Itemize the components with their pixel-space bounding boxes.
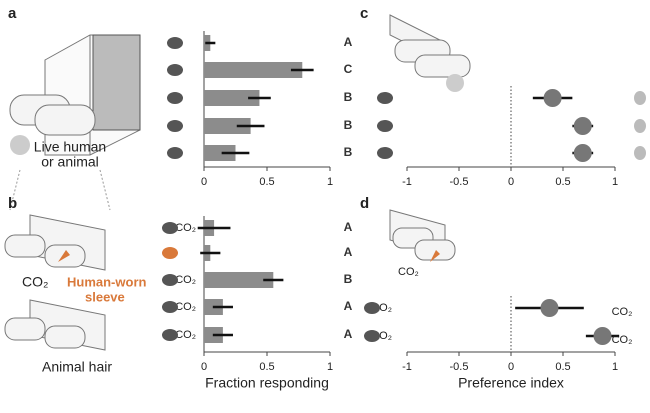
row-icon (167, 64, 183, 76)
category-label: CO₂ (175, 274, 196, 286)
illustration-b (4, 214, 106, 351)
row-icon (167, 147, 183, 159)
row-icon (162, 301, 178, 313)
significance-letter: A (344, 299, 353, 313)
row-icon (162, 247, 178, 259)
bar (204, 90, 260, 106)
connector (9, 169, 21, 211)
category-label: CO₂ (175, 301, 196, 313)
x-tick-label: -1 (402, 176, 412, 188)
row-icon (377, 92, 393, 104)
significance-letter: B (344, 272, 353, 286)
significance-letter: B (344, 145, 353, 159)
x-tick-label: 1 (612, 176, 618, 188)
x-tick-label: 0.5 (555, 176, 570, 188)
category-label: CO₂ (175, 222, 196, 234)
caption: Live human (34, 139, 106, 155)
illustration-c (389, 14, 471, 92)
bar (204, 62, 303, 78)
row-icon (162, 222, 178, 234)
significance-letter: C (344, 62, 353, 76)
co2-label: CO₂ (398, 266, 419, 278)
bar (204, 272, 274, 288)
row-icon (634, 146, 646, 160)
x-tick-label: 0.5 (259, 176, 274, 188)
x-tick-label: 0 (508, 361, 514, 373)
row-icon (364, 330, 380, 342)
dot (540, 299, 559, 317)
row-icon (167, 92, 183, 104)
bar (204, 145, 236, 161)
row-icon (377, 120, 393, 132)
panel-label: b (8, 195, 17, 212)
x-axis-title: Fraction responding (205, 375, 329, 391)
row-icon (634, 119, 646, 133)
x-tick-label: -0.5 (450, 361, 469, 373)
significance-letter: A (344, 245, 353, 259)
x-tick-label: 0 (201, 361, 207, 373)
dot (593, 327, 612, 345)
row-icon (364, 302, 380, 314)
bar (204, 118, 251, 134)
illustration-d (389, 209, 456, 262)
panel-label: d (360, 195, 369, 212)
dot (573, 117, 592, 135)
x-tick-label: 0 (508, 176, 514, 188)
category-label: CO₂ (175, 329, 196, 341)
x-tick-label: 0 (201, 176, 207, 188)
row-icon (167, 37, 183, 49)
x-tick-label: 0.5 (555, 361, 570, 373)
dot (573, 144, 592, 162)
row-icon (634, 91, 646, 105)
significance-letter: A (344, 35, 353, 49)
significance-letter: A (344, 327, 353, 341)
panel-label: a (8, 5, 17, 22)
x-axis-title: Preference index (458, 375, 564, 391)
sleeve-label: sleeve (85, 289, 125, 304)
significance-letter: A (344, 220, 353, 234)
significance-letter: B (344, 90, 353, 104)
dot (543, 89, 562, 107)
x-tick-label: -1 (402, 361, 412, 373)
x-tick-label: 1 (612, 361, 618, 373)
x-tick-label: 1 (327, 176, 333, 188)
panel-label: c (360, 5, 368, 22)
caption: or animal (41, 154, 99, 170)
significance-letter: B (344, 118, 353, 132)
row-icon (162, 274, 178, 286)
hair-label: Animal hair (42, 359, 112, 375)
row-icon (167, 120, 183, 132)
row-icon (377, 147, 393, 159)
illustration-a (9, 34, 141, 156)
sleeve-label: Human-worn (67, 274, 147, 289)
row-icon (162, 329, 178, 341)
right-label: CO₂ (612, 306, 633, 318)
x-tick-label: 1 (327, 361, 333, 373)
right-label: CO₂ (612, 334, 633, 346)
x-tick-label: -0.5 (450, 176, 469, 188)
x-tick-label: 0.5 (259, 361, 274, 373)
connector (99, 169, 111, 211)
co2-label: CO₂ (22, 274, 48, 290)
